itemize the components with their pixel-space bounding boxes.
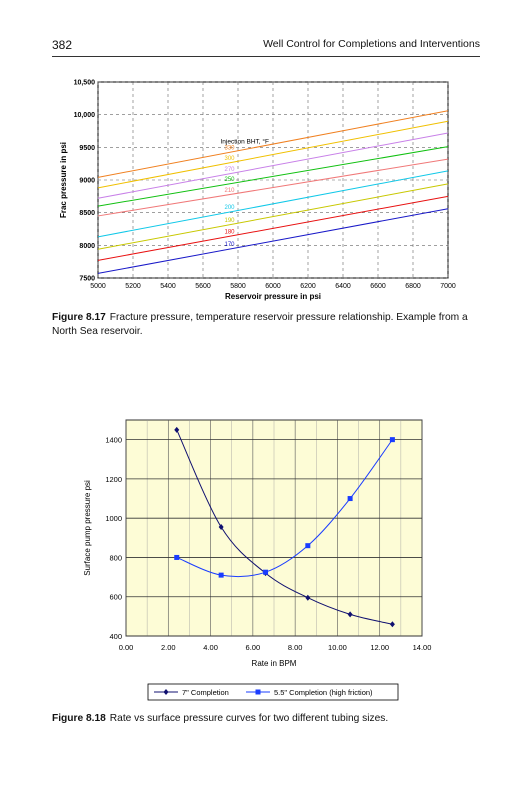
legend-marker-2 bbox=[255, 689, 261, 695]
data-point bbox=[174, 426, 180, 433]
y-tick-label: 1000 bbox=[105, 514, 122, 523]
legend-label-2: 5.5" Completion (high friction) bbox=[274, 688, 373, 697]
x-tick-label: 0.00 bbox=[119, 643, 134, 652]
series-line-180 bbox=[97, 195, 449, 261]
x-tick-label: 7000 bbox=[440, 283, 456, 290]
legend: 7" Completion 5.5" Completion (high frict… bbox=[147, 683, 399, 701]
page-number: 382 bbox=[52, 38, 73, 52]
series-label-270: 270 bbox=[225, 167, 236, 173]
x-tick-label: 6400 bbox=[335, 283, 351, 290]
figure-8-17-caption: Figure 8.17 Fracture pressure, temperatur… bbox=[52, 311, 472, 339]
series-line-210 bbox=[97, 158, 449, 217]
y-tick-label: 600 bbox=[109, 593, 122, 602]
x-tick-label: 6200 bbox=[300, 283, 316, 290]
x-tick-label: 6600 bbox=[370, 283, 386, 290]
y-tick-label: 8500 bbox=[79, 210, 95, 217]
series-label-190: 190 bbox=[225, 218, 236, 224]
x-tick-label: 12.00 bbox=[370, 643, 389, 652]
x-tick-label: 6000 bbox=[265, 283, 281, 290]
data-point bbox=[263, 569, 269, 575]
legend-marker-1 bbox=[163, 689, 169, 695]
fracture-pressure-chart: 5000 5200 5400 5600 5800 6000 6200 6400 6600 6800… bbox=[59, 80, 456, 302]
legend-title: Injection BHT, °F bbox=[221, 137, 270, 145]
series-label-330: 330 bbox=[225, 145, 236, 151]
y-tick-label: 10,000 bbox=[74, 112, 96, 119]
data-point bbox=[347, 496, 353, 502]
x-tick-label: 5200 bbox=[125, 283, 141, 290]
x-axis-label: Rate in BPM bbox=[252, 659, 297, 668]
y-tick-label: 9000 bbox=[79, 178, 95, 185]
running-header: 382 Well Control for Completions and Int… bbox=[52, 38, 480, 54]
data-point bbox=[218, 572, 224, 578]
x-tick-label: 14.00 bbox=[413, 643, 432, 652]
series-line-300 bbox=[97, 120, 449, 189]
series-line-200 bbox=[97, 170, 449, 238]
data-point bbox=[305, 543, 311, 549]
series-label-300: 300 bbox=[225, 156, 236, 162]
series-line-250 bbox=[97, 146, 449, 207]
y-axis-label: Frac pressure in psi bbox=[59, 142, 68, 218]
y-tick-label: 1400 bbox=[105, 436, 122, 445]
y-tick-label: 800 bbox=[109, 553, 122, 562]
header-rule bbox=[52, 56, 480, 57]
figure-8-18-caption: Figure 8.18 Rate vs surface pressure curv… bbox=[52, 712, 472, 726]
x-tick-label: 6.00 bbox=[246, 643, 261, 652]
y-tick-label: 10,500 bbox=[74, 80, 96, 87]
x-tick-label: 8.00 bbox=[288, 643, 303, 652]
series-label-200: 200 bbox=[225, 205, 236, 211]
data-point bbox=[347, 611, 353, 618]
data-point bbox=[305, 594, 311, 601]
y-tick-label: 9500 bbox=[79, 145, 95, 152]
x-tick-label: 5400 bbox=[160, 283, 176, 290]
series-line-190 bbox=[97, 183, 449, 250]
legend-box bbox=[147, 683, 399, 701]
x-axis-label: Reservoir pressure in psi bbox=[225, 292, 321, 301]
series-label-210: 210 bbox=[225, 188, 236, 194]
running-title: Well Control for Completions and Interve… bbox=[263, 38, 480, 50]
figure-8-17-text: Fracture pressure, temperature reservoir… bbox=[52, 312, 468, 337]
rate-pressure-chart: 0.00 2.00 4.00 6.00 8.00 10.00 12.00 14.00 400 60… bbox=[83, 419, 432, 701]
x-tick-label: 5800 bbox=[230, 283, 246, 290]
legend-label-1: 7" Completion bbox=[182, 688, 229, 697]
y-tick-label: 1200 bbox=[105, 475, 122, 484]
data-point bbox=[174, 554, 180, 560]
figure-8-18-label: Figure 8.18 bbox=[52, 713, 106, 724]
y-tick-label: 400 bbox=[109, 632, 122, 641]
data-point bbox=[218, 524, 224, 531]
x-tick-label: 2.00 bbox=[161, 643, 176, 652]
series-line-170 bbox=[97, 208, 449, 274]
series-label-170: 170 bbox=[225, 242, 236, 248]
x-tick-label: 5600 bbox=[195, 283, 211, 290]
series-line-2 bbox=[176, 439, 393, 578]
data-point bbox=[389, 437, 395, 443]
series-label-250: 250 bbox=[225, 177, 236, 183]
x-tick-label: 10.00 bbox=[328, 643, 347, 652]
y-axis-label: Surface pump pressure psi bbox=[83, 480, 92, 576]
y-tick-label: 8000 bbox=[79, 243, 95, 250]
series-line-270 bbox=[97, 132, 449, 199]
figure-8-18-text: Rate vs surface pressure curves for two … bbox=[109, 713, 389, 724]
data-point bbox=[389, 621, 395, 628]
series-line-330 bbox=[97, 110, 449, 178]
x-tick-label: 4.00 bbox=[203, 643, 218, 652]
x-tick-label: 6800 bbox=[405, 283, 421, 290]
series-label-180: 180 bbox=[225, 229, 236, 235]
x-tick-label: 5000 bbox=[90, 283, 106, 290]
y-tick-label: 7500 bbox=[79, 276, 95, 283]
figure-8-17-label: Figure 8.17 bbox=[52, 312, 106, 323]
